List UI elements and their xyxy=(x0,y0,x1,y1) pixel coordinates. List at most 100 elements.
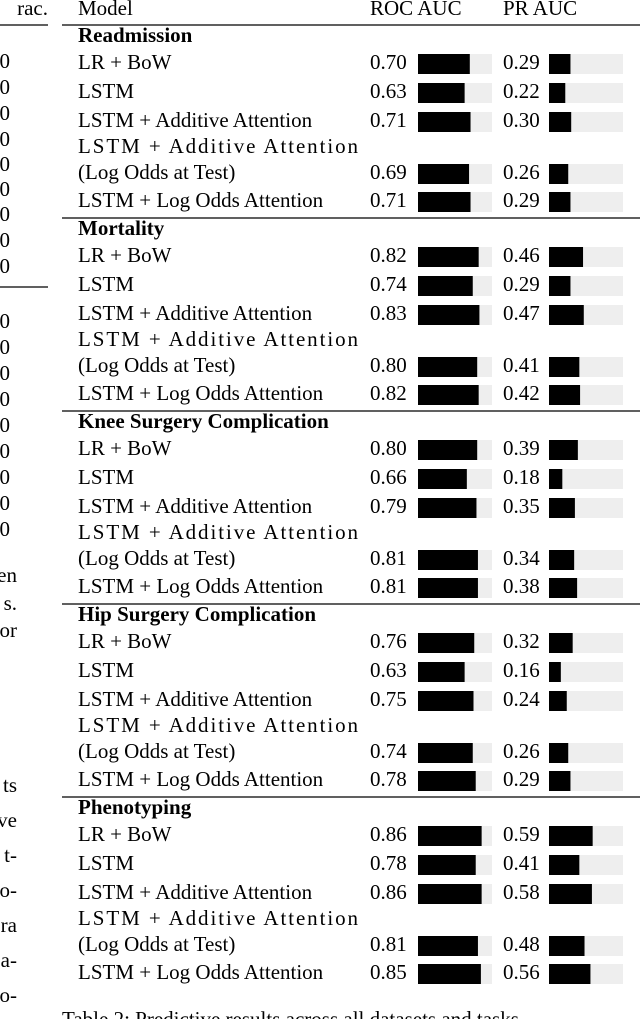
model-name: (Log Odds at Test) xyxy=(78,546,235,570)
bar xyxy=(418,964,481,984)
header-pr: PR AUC xyxy=(503,0,577,20)
section-title: Knee Surgery Complication xyxy=(78,409,329,433)
bar xyxy=(418,691,474,711)
roc-value: 0.82 xyxy=(370,381,407,405)
fragment: 0 xyxy=(0,177,10,201)
fragment: 0 xyxy=(0,202,10,226)
pr-value: 0.29 xyxy=(503,272,540,296)
bar xyxy=(549,550,575,570)
bar xyxy=(418,550,478,570)
bar xyxy=(549,771,571,791)
fragment: 0 xyxy=(0,228,10,252)
roc-value: 0.81 xyxy=(370,932,407,956)
pr-value: 0.18 xyxy=(503,465,540,489)
pr-value: 0.32 xyxy=(503,629,540,653)
bar xyxy=(549,469,563,489)
bar xyxy=(418,884,482,904)
bar xyxy=(418,633,475,653)
fragment: rac. xyxy=(17,0,48,20)
fragment: or xyxy=(0,618,17,642)
fragment: 0 xyxy=(0,127,10,151)
bar xyxy=(418,578,478,598)
pr-value: 0.26 xyxy=(503,160,540,184)
roc-value: 0.86 xyxy=(370,880,407,904)
pr-value: 0.29 xyxy=(503,50,540,74)
pr-value: 0.16 xyxy=(503,658,540,682)
model-name: LSTM + Additive Attention xyxy=(78,687,313,711)
bar xyxy=(549,855,580,875)
roc-value: 0.79 xyxy=(370,494,407,518)
fragment: 0 xyxy=(0,49,10,73)
roc-value: 0.71 xyxy=(370,108,407,132)
fragment: 0 xyxy=(0,309,10,333)
roc-value: 0.86 xyxy=(370,822,407,846)
pr-value: 0.59 xyxy=(503,822,540,846)
roc-value: 0.63 xyxy=(370,658,407,682)
model-name: (Log Odds at Test) xyxy=(78,353,235,377)
pr-value: 0.26 xyxy=(503,739,540,763)
roc-value: 0.80 xyxy=(370,353,407,377)
bar xyxy=(549,440,578,460)
model-name: LSTM + Additive Attention xyxy=(78,327,359,351)
fragment: 0 xyxy=(0,152,10,176)
model-name: LSTM + Additive Attention xyxy=(78,880,313,904)
fragment: 0 xyxy=(0,101,10,125)
bar xyxy=(549,498,575,518)
fragment: 0 xyxy=(0,439,10,463)
model-name: LR + BoW xyxy=(78,822,172,846)
fragment: 0 xyxy=(0,361,10,385)
bar xyxy=(549,83,566,103)
bar xyxy=(418,743,473,763)
bar xyxy=(418,440,478,460)
model-name: LSTM xyxy=(78,851,134,875)
bar xyxy=(418,276,473,296)
bar xyxy=(418,936,478,956)
pr-value: 0.46 xyxy=(503,243,540,267)
model-name: LSTM + Additive Attention xyxy=(78,520,359,544)
roc-value: 0.82 xyxy=(370,243,407,267)
bar xyxy=(549,964,591,984)
bar xyxy=(418,305,480,325)
roc-value: 0.76 xyxy=(370,629,407,653)
roc-value: 0.78 xyxy=(370,851,407,875)
fragment: ve xyxy=(0,808,17,832)
pr-value: 0.35 xyxy=(503,494,540,518)
roc-value: 0.80 xyxy=(370,436,407,460)
pr-value: 0.38 xyxy=(503,574,540,598)
bar xyxy=(549,884,592,904)
pr-value: 0.48 xyxy=(503,932,540,956)
pr-value: 0.47 xyxy=(503,301,540,325)
bar xyxy=(549,385,581,405)
model-name: LSTM + Log Odds Attention xyxy=(78,574,324,598)
bar xyxy=(418,469,467,489)
bar xyxy=(549,276,571,296)
bar xyxy=(418,83,465,103)
pr-value: 0.56 xyxy=(503,960,540,984)
pr-value: 0.58 xyxy=(503,880,540,904)
model-name: LR + BoW xyxy=(78,50,172,74)
model-name: (Log Odds at Test) xyxy=(78,932,235,956)
bar xyxy=(418,357,478,377)
bar xyxy=(418,164,470,184)
bar xyxy=(549,826,593,846)
fragment: 0 xyxy=(0,413,10,437)
model-name: (Log Odds at Test) xyxy=(78,160,235,184)
bar xyxy=(549,743,569,763)
pr-value: 0.39 xyxy=(503,436,540,460)
roc-value: 0.70 xyxy=(370,50,407,74)
bar xyxy=(549,247,584,267)
fragment: ts xyxy=(3,773,17,797)
header-roc: ROC AUC xyxy=(370,0,462,20)
model-name: LSTM + Additive Attention xyxy=(78,108,313,132)
pr-value: 0.29 xyxy=(503,767,540,791)
fragment: o- xyxy=(0,878,17,902)
section-title: Mortality xyxy=(78,216,165,240)
fragment: 0 xyxy=(0,517,10,541)
bar xyxy=(549,305,584,325)
model-name: LSTM + Log Odds Attention xyxy=(78,960,324,984)
roc-value: 0.63 xyxy=(370,79,407,103)
pr-value: 0.41 xyxy=(503,851,540,875)
bar xyxy=(549,112,572,132)
bar xyxy=(549,691,567,711)
model-name: LSTM + Additive Attention xyxy=(78,134,359,158)
